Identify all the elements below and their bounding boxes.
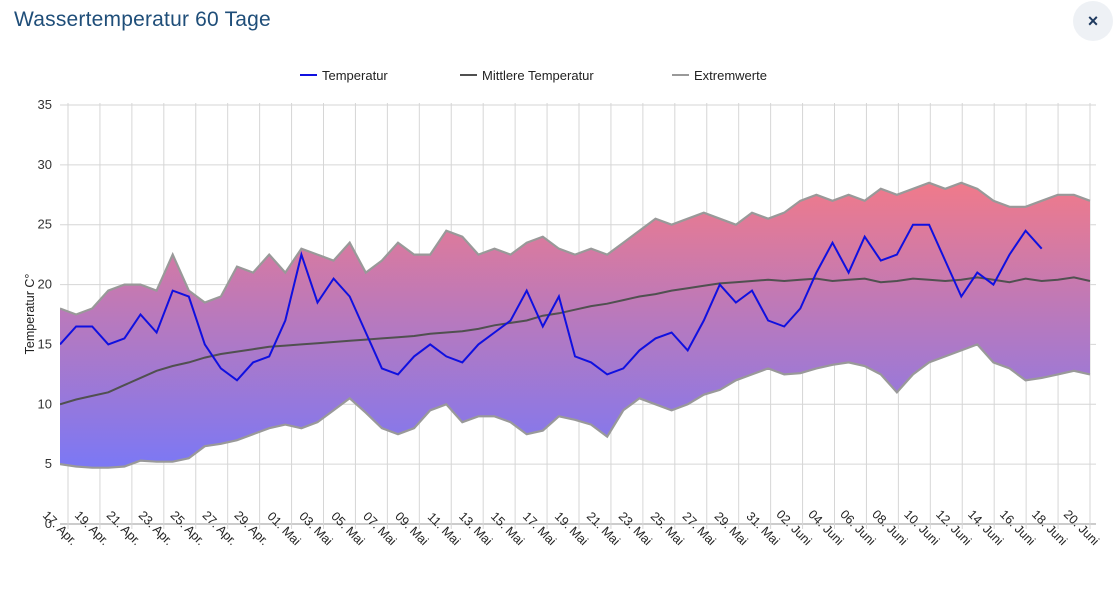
x-tick-label: 21. Apr. [104, 508, 144, 548]
x-tick-label: 21. Mai [584, 509, 623, 548]
legend-label: Temperatur [322, 68, 388, 83]
legend-label: Mittlere Temperatur [482, 68, 594, 83]
x-tick-label: 15. Mai [488, 509, 527, 548]
x-tick-label: 11. Mai [425, 510, 463, 548]
x-tick-label: 27. Apr. [200, 508, 240, 548]
x-tick-label: 29. Mai [712, 509, 751, 548]
legend-label: Extremwerte [694, 68, 767, 83]
x-tick-label: 25. Apr. [168, 508, 208, 548]
y-tick-label: 25 [38, 217, 52, 232]
x-tick-label: 19. Apr. [72, 508, 112, 548]
x-tick-label: 09. Mai [392, 509, 431, 548]
close-button[interactable]: × [1073, 1, 1113, 41]
x-tick-label: 25. Mai [648, 509, 687, 548]
mean-temperature-line [60, 276, 1091, 406]
y-tick-label: 35 [38, 97, 52, 112]
x-tick-label: 17. Mai [520, 509, 559, 548]
x-tick-label: 01. Mai [264, 509, 303, 548]
y-tick-label: 20 [38, 277, 52, 292]
x-tick-label: 19. Mai [552, 509, 591, 548]
x-tick-label: 23. Apr. [136, 508, 176, 548]
legend[interactable]: Temperatur Mittlere Temperatur Extremwerte [300, 68, 767, 83]
x-tick-label: 23. Mai [616, 509, 655, 548]
x-tick-label: 13. Mai [456, 509, 495, 548]
plot-area [60, 181, 1091, 469]
extreme-band-area [60, 182, 1090, 468]
x-tick-label: 03. Mai [296, 509, 335, 548]
x-tick-label: 07. Mai [360, 509, 399, 548]
x-tick-label: 29. Apr. [232, 508, 272, 548]
y-tick-label: 30 [38, 157, 52, 172]
dialog-title: Wassertemperatur 60 Tage [14, 8, 271, 31]
x-tick-label: 05. Mai [328, 509, 367, 548]
legend-item-temperatur[interactable]: Temperatur [300, 68, 388, 83]
legend-item-extremwerte[interactable]: Extremwerte [672, 68, 767, 83]
legend-item-mittlere-temperatur[interactable]: Mittlere Temperatur [460, 68, 594, 83]
x-tick-label: 20. Juni [1061, 507, 1102, 548]
temperature-line [60, 223, 1043, 382]
extreme-min-line [60, 343, 1091, 469]
close-icon: × [1087, 10, 1099, 31]
y-tick-label: 10 [38, 396, 52, 411]
x-tick-label: 27. Mai [680, 509, 719, 548]
y-axis-title: Temperatur C° [23, 274, 37, 355]
y-tick-label: 0 [45, 516, 52, 531]
y-tick-label: 5 [45, 456, 52, 471]
y-tick-label: 15 [38, 336, 52, 351]
extreme-max-line [60, 181, 1091, 316]
